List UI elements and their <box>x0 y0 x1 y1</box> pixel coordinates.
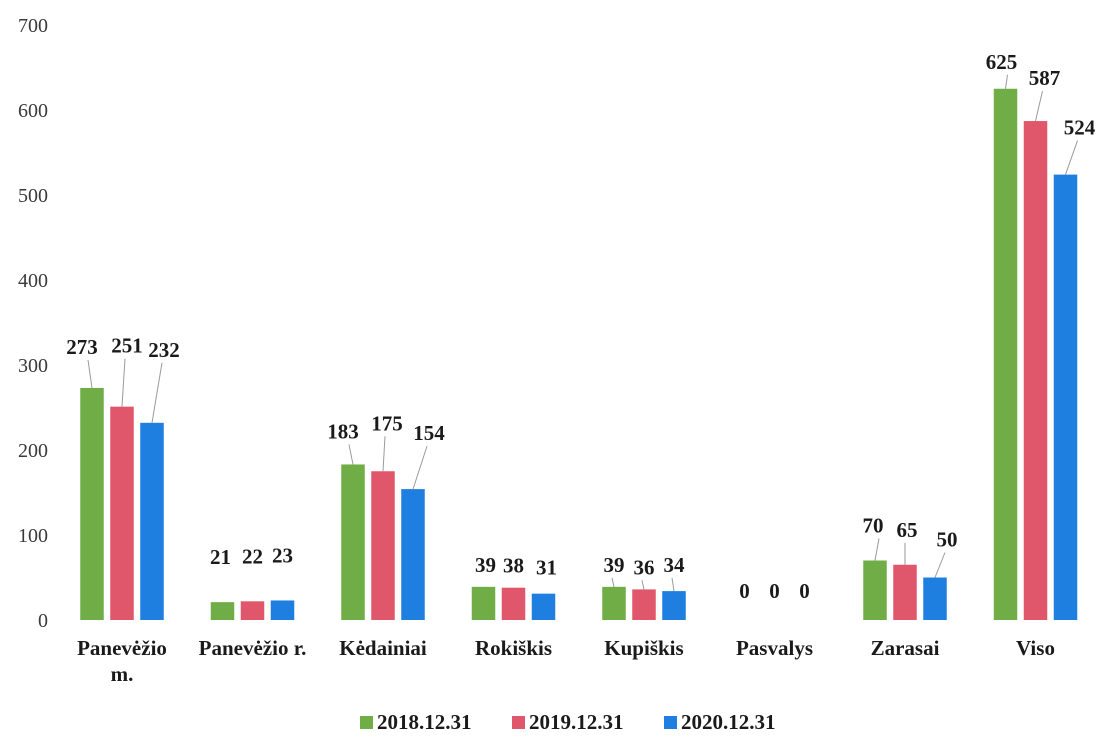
y-tick-label: 100 <box>18 525 48 547</box>
x-tick-label: Panevėžio r. <box>199 636 307 660</box>
bar-2018.12.31 <box>602 587 626 620</box>
y-tick-label: 500 <box>18 185 48 207</box>
data-label: 34 <box>664 553 686 577</box>
leader-line <box>349 444 353 464</box>
bar-2019.12.31 <box>110 407 134 620</box>
data-label: 21 <box>210 545 231 569</box>
data-label: 0 <box>799 579 810 603</box>
data-label: 22 <box>242 544 263 568</box>
data-label: 38 <box>503 554 524 578</box>
bar-2019.12.31 <box>893 565 917 620</box>
leader-line <box>612 578 614 587</box>
leader-lines <box>88 75 1078 591</box>
data-label: 23 <box>272 543 293 567</box>
bar-2018.12.31 <box>211 602 235 620</box>
bar-2019.12.31 <box>632 589 656 620</box>
y-tick-label: 300 <box>18 355 48 377</box>
x-tick-label: Rokiškis <box>475 636 552 660</box>
bar-2019.12.31 <box>241 601 265 620</box>
data-label: 175 <box>371 411 403 435</box>
legend-label: 2019.12.31 <box>529 710 624 734</box>
leader-line <box>935 553 945 578</box>
data-label: 587 <box>1029 66 1061 90</box>
leader-line <box>383 436 385 471</box>
leader-line <box>672 578 674 591</box>
bar-2018.12.31 <box>341 464 365 620</box>
legend-swatch <box>512 716 525 729</box>
bar-2020.12.31 <box>532 594 556 620</box>
leader-line <box>1066 141 1078 175</box>
legend-swatch <box>360 716 373 729</box>
data-label: 39 <box>604 553 625 577</box>
x-tick-label: Panevėžio <box>77 636 167 660</box>
y-tick-label: 0 <box>38 610 48 632</box>
bar-2020.12.31 <box>662 591 686 620</box>
data-label: 183 <box>327 419 359 443</box>
leader-line <box>1006 75 1008 89</box>
bar-2020.12.31 <box>923 578 947 621</box>
x-tick-label: m. <box>111 662 134 686</box>
bar-2018.12.31 <box>994 89 1018 620</box>
bar-2020.12.31 <box>1054 175 1078 620</box>
bar-2019.12.31 <box>371 471 395 620</box>
x-tick-label: Viso <box>1016 636 1055 660</box>
x-tick-label: Zarasai <box>871 636 940 660</box>
data-label: 524 <box>1064 116 1096 140</box>
bar-2018.12.31 <box>472 587 496 620</box>
leader-line <box>413 446 427 489</box>
y-axis: 0 100 200 300 400 500 600 700 <box>18 15 48 632</box>
leader-line <box>642 580 644 589</box>
data-label: 31 <box>536 556 557 580</box>
legend-label: 2020.12.31 <box>681 710 776 734</box>
bar-2019.12.31 <box>502 588 526 620</box>
bar-2019.12.31 <box>1024 121 1048 620</box>
data-label: 625 <box>986 50 1018 74</box>
x-tick-label: Kėdainiai <box>339 636 427 660</box>
bar-2020.12.31 <box>401 489 425 620</box>
leader-line <box>1036 91 1043 121</box>
legend: 2018.12.31 2019.12.31 2020.12.31 <box>360 710 776 734</box>
data-label: 65 <box>897 518 918 542</box>
legend-swatch <box>664 716 677 729</box>
x-tick-label: Pasvalys <box>736 636 813 660</box>
bar-2018.12.31 <box>863 561 887 621</box>
data-label: 154 <box>413 421 445 445</box>
bar-2018.12.31 <box>80 388 104 620</box>
leader-line <box>152 363 162 423</box>
data-label: 0 <box>739 579 750 603</box>
y-tick-label: 400 <box>18 270 48 292</box>
data-label: 0 <box>769 579 780 603</box>
bar-group <box>80 89 1077 620</box>
bar-2020.12.31 <box>271 600 295 620</box>
data-label: 273 <box>66 335 98 359</box>
y-tick-label: 600 <box>18 100 48 122</box>
leader-line <box>122 359 125 407</box>
bar-2020.12.31 <box>140 423 164 620</box>
data-label: 232 <box>148 338 180 362</box>
legend-label: 2018.12.31 <box>377 710 472 734</box>
data-label: 50 <box>937 528 958 552</box>
data-label: 251 <box>111 334 143 358</box>
leader-line <box>88 360 92 388</box>
y-tick-label: 200 <box>18 440 48 462</box>
data-label: 36 <box>634 555 655 579</box>
data-label: 70 <box>863 514 884 538</box>
leader-line <box>875 539 879 561</box>
y-tick-label: 700 <box>18 15 48 37</box>
data-label: 39 <box>475 553 496 577</box>
x-tick-label: Kupiškis <box>604 636 683 660</box>
